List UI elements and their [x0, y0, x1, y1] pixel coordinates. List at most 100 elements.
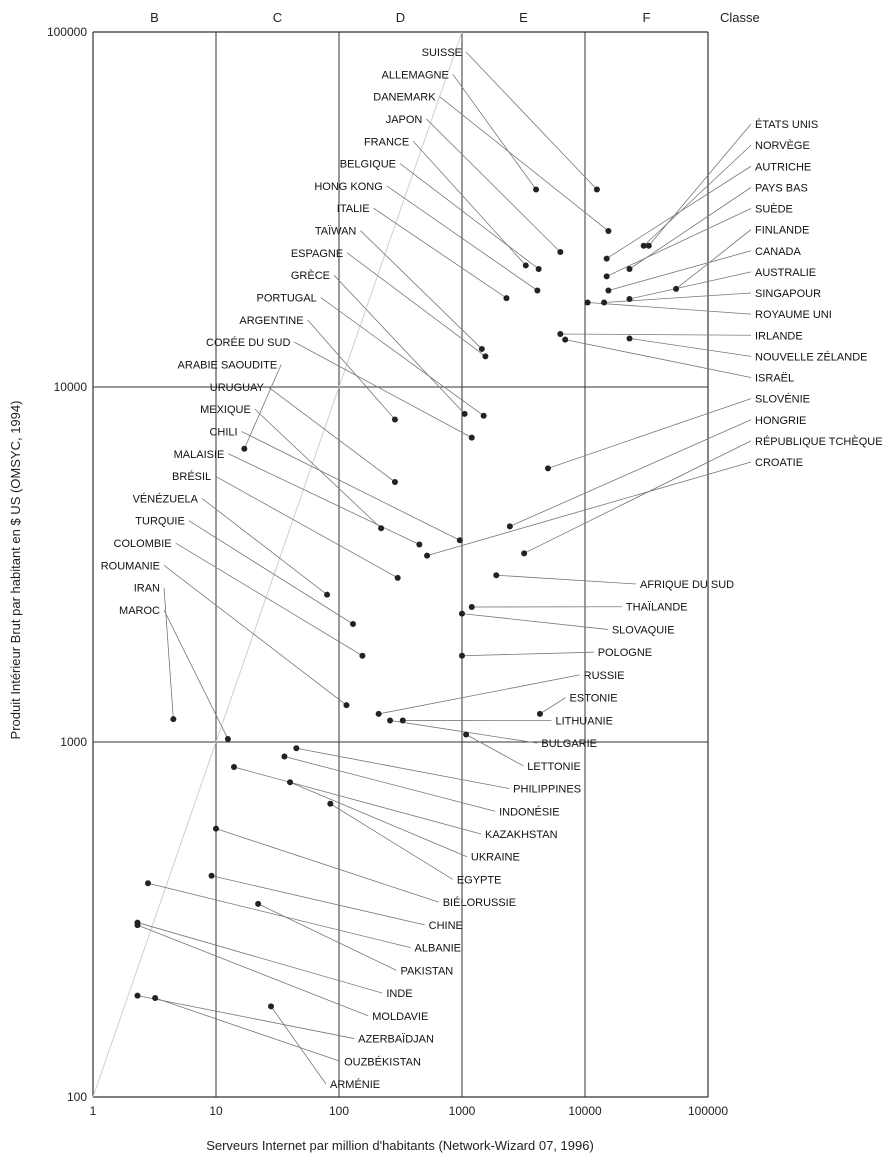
point-label: RÉPUBLIQUE TCHÈQUE — [755, 435, 882, 448]
leader-line — [604, 292, 752, 303]
leader-line — [346, 252, 486, 357]
leader-line — [496, 574, 637, 585]
leader-line — [147, 882, 411, 949]
data-point — [521, 550, 528, 557]
point-label: AZERBAÏDJAN — [358, 1034, 434, 1046]
leader-line — [452, 74, 537, 190]
point-label: LITHUANIE — [555, 715, 612, 727]
data-point — [287, 779, 294, 786]
point-label: IRLANDE — [755, 330, 803, 342]
point-label: POLOGNE — [598, 647, 652, 659]
point-label: INDE — [386, 988, 412, 1000]
leader-line — [163, 565, 347, 706]
data-point — [416, 541, 423, 548]
diagonal-line — [92, 31, 463, 1098]
leader-line — [389, 720, 538, 744]
leader-line — [163, 587, 174, 720]
point-label: ITALIE — [337, 203, 370, 215]
data-point — [224, 735, 231, 742]
data-point — [387, 717, 394, 724]
point-labels: SUISSE ALLEMAGNE DANEMARK JAPON FRANCE BELGIQ… — [101, 47, 882, 1091]
data-point — [603, 255, 610, 262]
point-label: COLOMBIE — [114, 538, 172, 550]
data-point — [493, 572, 500, 579]
point-label: CANADA — [755, 246, 802, 258]
point-label: NORVÈGE — [755, 139, 810, 152]
point-label: OUZBÉKISTAN — [344, 1055, 421, 1068]
point-label: SLOVAQUIE — [612, 624, 675, 636]
leader-line — [163, 609, 229, 740]
point-label: NOUVELLE ZÉLANDE — [755, 350, 867, 363]
chart-grid — [92, 31, 709, 1098]
point-label: SINGAPOUR — [755, 288, 821, 300]
point-label: KAZAKHSTAN — [485, 829, 558, 841]
data-point — [478, 345, 485, 352]
point-label: PORTUGAL — [256, 293, 316, 305]
leader-line — [333, 274, 465, 415]
data-point — [463, 731, 470, 738]
leader-line — [608, 250, 752, 291]
data-points — [134, 186, 680, 1010]
data-point — [626, 335, 633, 342]
class-title: Classe — [720, 10, 760, 25]
data-point — [375, 710, 382, 717]
leader-line — [606, 165, 752, 259]
point-label: SUÈDE — [755, 203, 793, 216]
point-label: PAKISTAN — [400, 965, 453, 977]
data-point — [584, 299, 591, 306]
data-point — [152, 995, 159, 1002]
leader-line — [439, 96, 609, 232]
leader-lines — [137, 51, 752, 1085]
leader-line — [465, 51, 598, 190]
leader-line — [426, 118, 561, 253]
leader-line — [215, 828, 439, 903]
data-point — [145, 880, 152, 887]
data-point — [268, 1003, 275, 1010]
leader-line — [565, 339, 752, 378]
point-label: ISRAËL — [755, 373, 794, 385]
point-label: RUSSIE — [584, 670, 625, 682]
leader-line — [241, 431, 460, 541]
leader-line — [523, 440, 752, 554]
x-tick-label: 10000 — [568, 1104, 602, 1118]
point-label: MALAISIE — [174, 449, 225, 461]
class-label: B — [150, 10, 159, 25]
leader-line — [675, 229, 752, 290]
data-point — [503, 295, 510, 302]
leader-line — [284, 756, 496, 812]
data-point — [535, 265, 542, 272]
leader-line — [254, 408, 382, 529]
leader-line — [289, 781, 468, 858]
point-label: MOLDAVIE — [372, 1011, 428, 1023]
data-point — [343, 702, 350, 709]
leader-line — [399, 163, 539, 270]
class-label: E — [519, 10, 528, 25]
point-label: LETTONIE — [527, 761, 581, 773]
point-label: ALBANIE — [415, 943, 461, 955]
leader-line — [215, 475, 398, 579]
data-point — [605, 228, 612, 235]
point-label: ROUMANIE — [101, 560, 160, 572]
data-point — [350, 620, 357, 627]
data-point — [562, 336, 569, 343]
data-point — [213, 825, 219, 832]
point-label: ARABIE SAOUDITE — [178, 359, 278, 371]
data-point — [359, 652, 366, 659]
leader-line — [378, 674, 580, 715]
data-point — [603, 273, 610, 280]
data-point — [134, 992, 141, 999]
data-point — [601, 299, 608, 306]
point-label: BULGARIE — [541, 738, 597, 750]
point-label: GRÈCE — [291, 269, 330, 282]
data-point — [241, 445, 248, 452]
leader-line — [560, 333, 752, 336]
leader-line — [606, 208, 752, 277]
point-label: ESTONIE — [570, 693, 618, 705]
leader-line — [539, 697, 566, 715]
point-label: CROATIE — [755, 457, 803, 469]
data-point — [533, 186, 540, 193]
data-point — [391, 479, 398, 486]
data-point — [640, 242, 647, 249]
data-point — [293, 745, 300, 752]
